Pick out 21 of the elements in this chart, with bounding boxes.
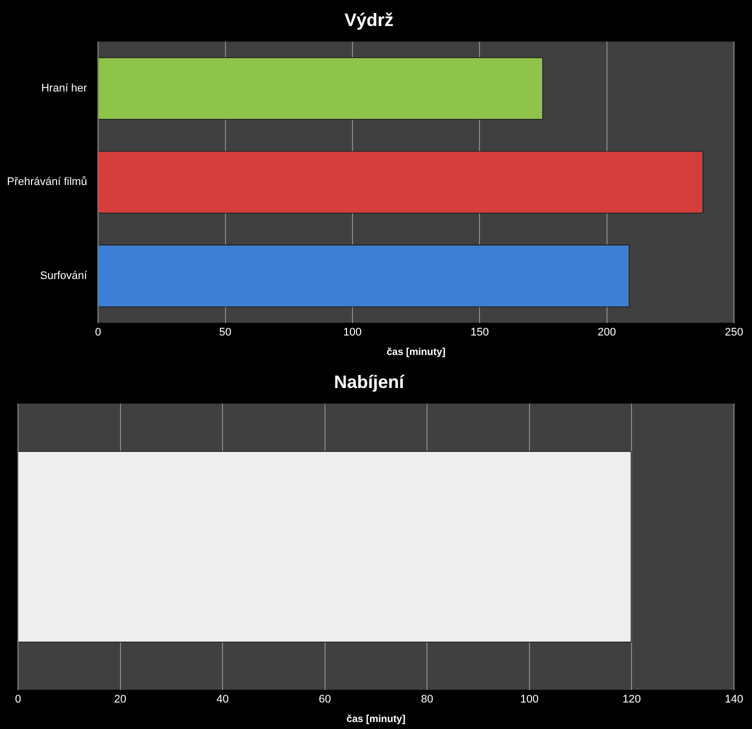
x-tick-label: 140 — [724, 693, 744, 706]
x-tick-label: 0 — [95, 326, 102, 338]
x-tick-label: 150 — [470, 326, 489, 338]
chart-title: Nabíjení — [334, 372, 406, 392]
x-axis-title: čas [minuty] — [346, 714, 406, 725]
x-tick-label: 120 — [622, 693, 641, 706]
y-tick-label: Hraní her — [41, 82, 88, 94]
x-tick-label: 200 — [598, 326, 616, 338]
x-tick-label: 100 — [343, 326, 362, 338]
chart-title: Výdrž — [344, 10, 394, 30]
y-tick-label: Surfování — [40, 270, 88, 282]
x-tick-label: 60 — [318, 693, 331, 706]
x-tick-label: 100 — [520, 693, 539, 706]
x-tick-label: 80 — [421, 693, 434, 706]
y-tick-label: Přehrávání filmů — [6, 176, 88, 188]
x-tick-label: 20 — [114, 693, 126, 706]
x-tick-label: 250 — [724, 326, 744, 338]
x-tick-label: 50 — [219, 326, 232, 338]
x-tick-label: 40 — [216, 693, 229, 706]
x-axis-title: čas [minuty] — [386, 346, 446, 358]
x-tick-label: 0 — [14, 693, 22, 706]
